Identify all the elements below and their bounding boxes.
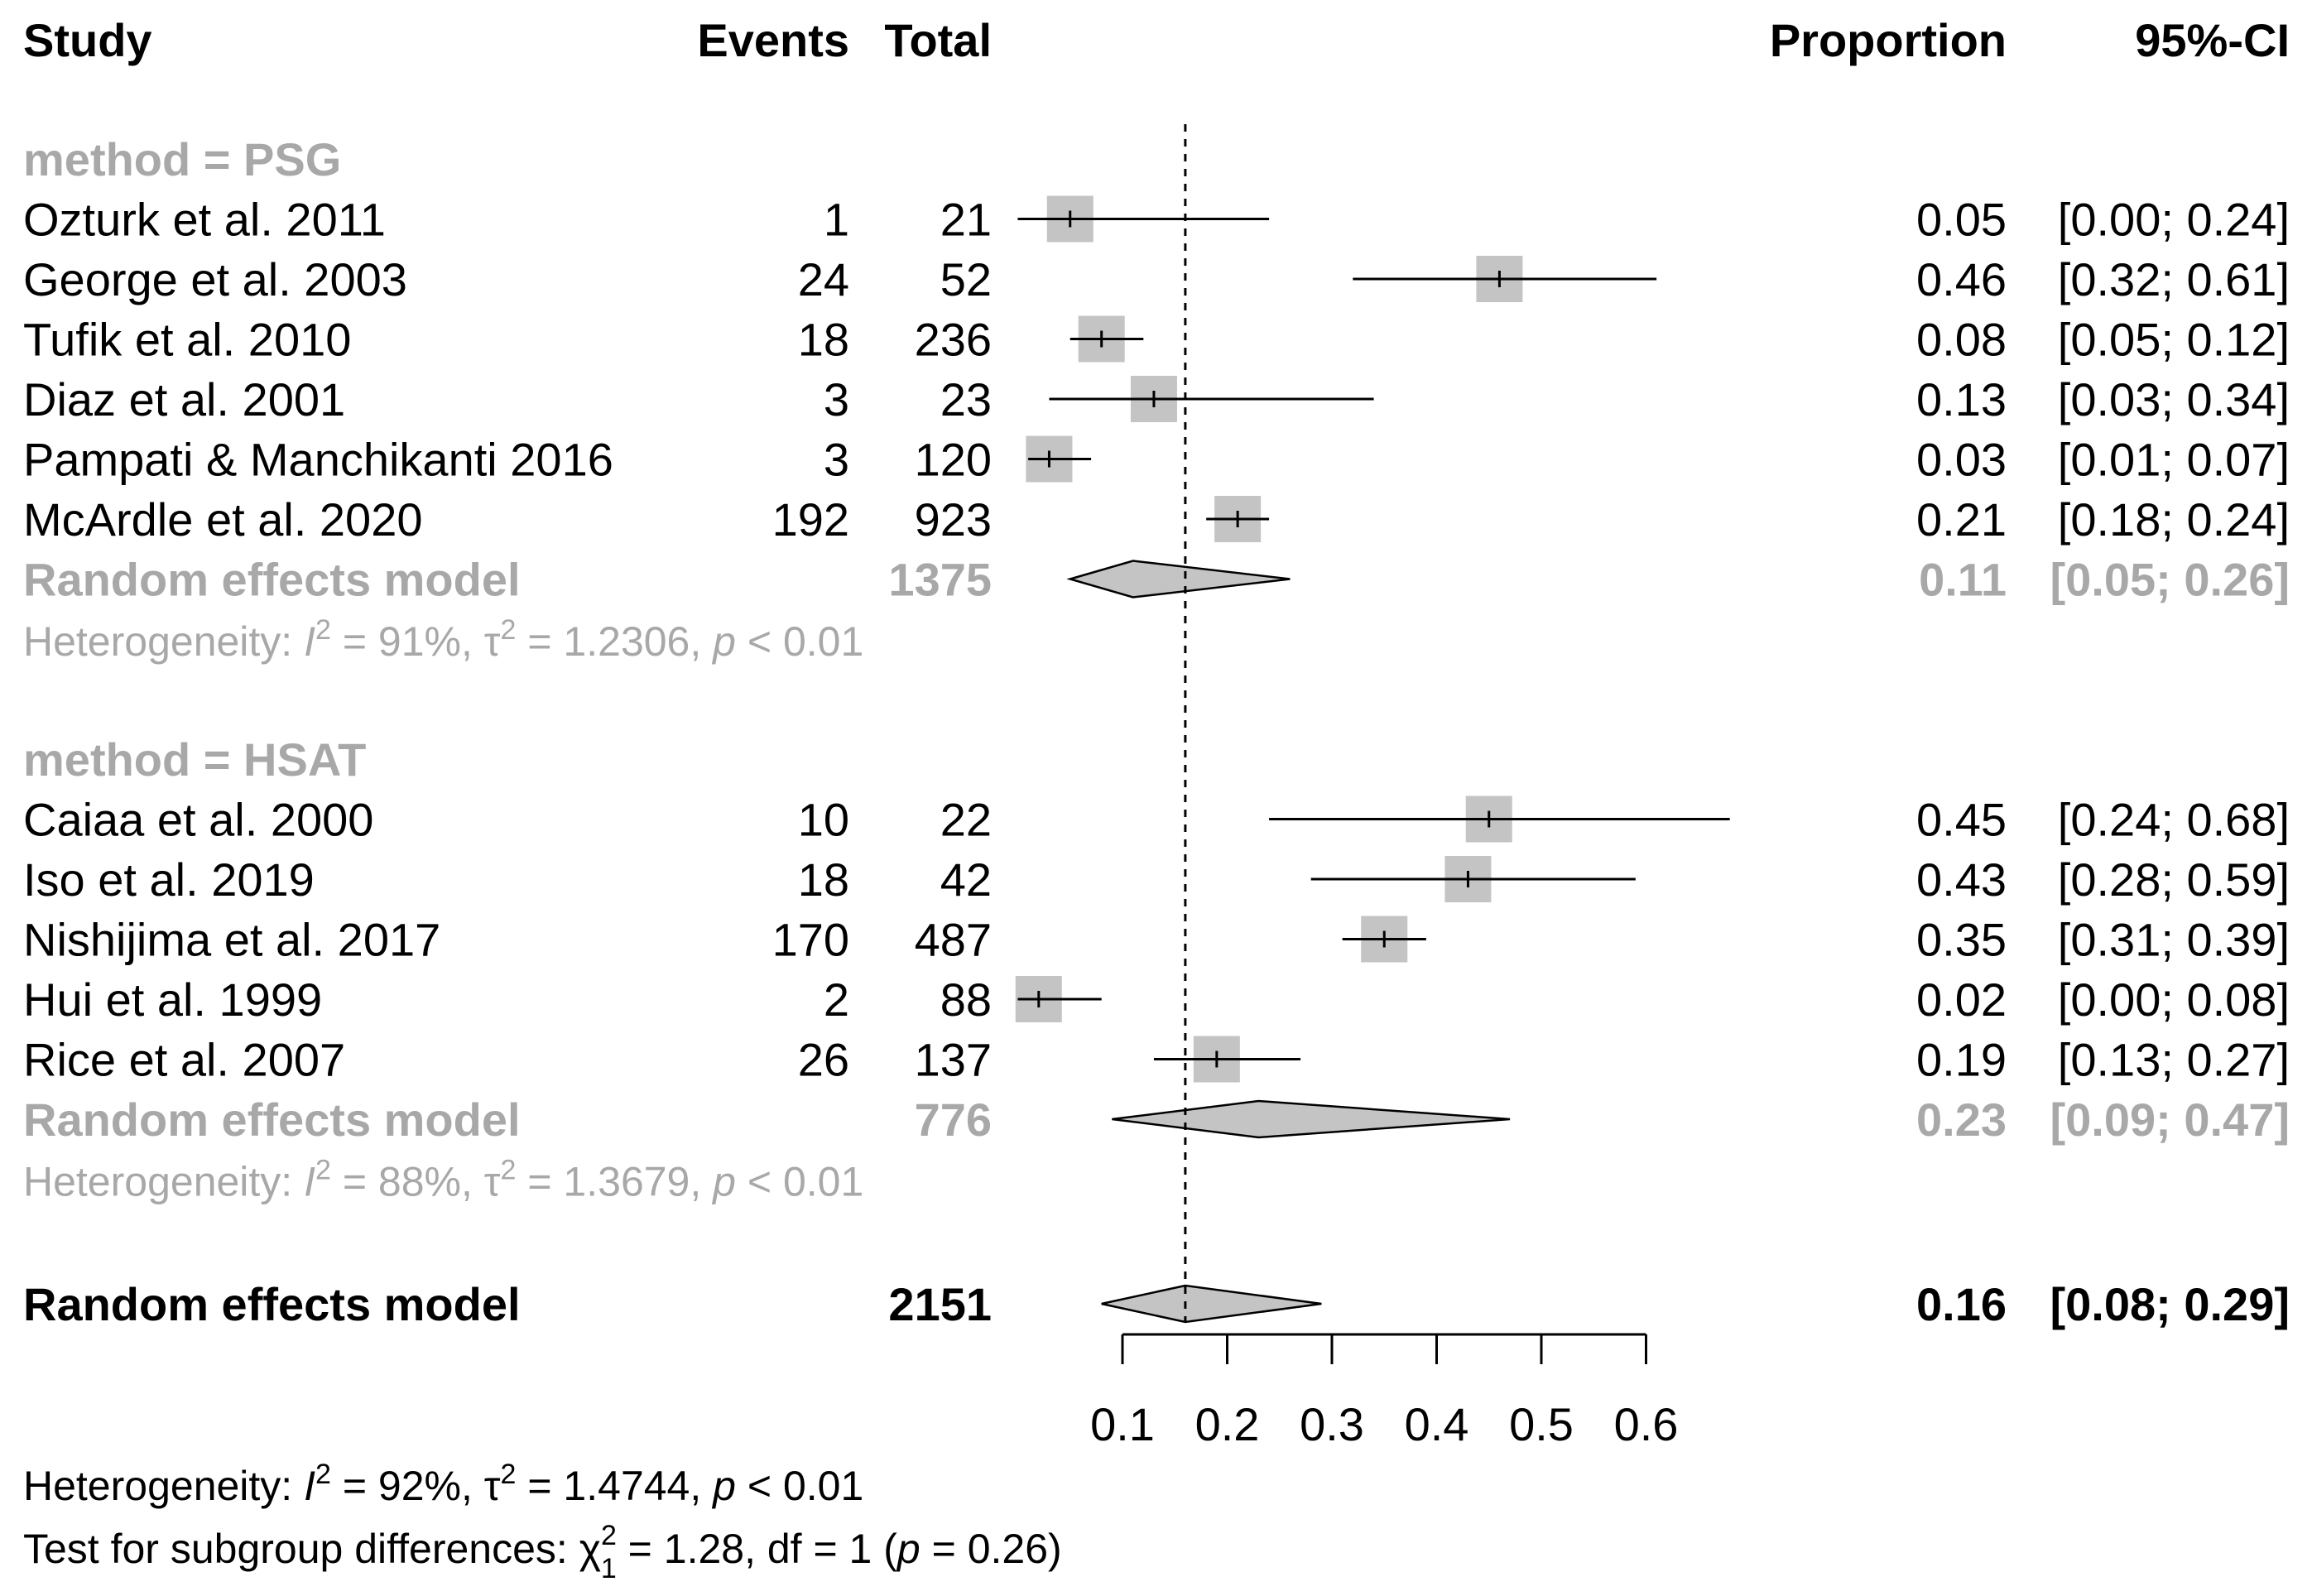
study-1-3-ci: [0.00; 0.08]	[2058, 973, 2290, 1026]
study-1-3-proportion: 0.02	[1916, 973, 2007, 1026]
group-1-heterogeneity: Heterogeneity: I2 = 88%, τ2 = 1.3679, p …	[23, 1155, 863, 1205]
study-1-4-proportion: 0.19	[1916, 1034, 2007, 1086]
study-0-2-total: 236	[915, 314, 992, 366]
overall-model-label: Random effects model	[23, 1278, 521, 1330]
plot-marks: 0.1 0.2 0.3 0.4 0.5 0.6	[1015, 124, 1730, 1450]
study-0-2-ci: [0.05; 0.12]	[2058, 314, 2290, 366]
study-1-1-events: 18	[798, 853, 849, 906]
header-total: Total	[884, 14, 992, 66]
study-1-2-events: 170	[772, 914, 849, 966]
study-1-0-name: Caiaa et al. 2000	[23, 794, 373, 846]
header-events: Events	[697, 14, 849, 66]
study-0-4-total: 120	[915, 434, 992, 486]
group-0-model-label: Random effects model	[23, 554, 521, 606]
x-tick-label-0: 0.1	[1090, 1398, 1155, 1450]
study-0-1-events: 24	[798, 253, 849, 305]
x-tick-label-5: 0.6	[1614, 1398, 1679, 1450]
study-0-0-ci: [0.00; 0.24]	[2058, 194, 2290, 246]
x-tick-label-1: 0.2	[1195, 1398, 1260, 1450]
study-0-5-name: McArdle et al. 2020	[23, 493, 422, 546]
study-0-0-events: 1	[824, 194, 849, 246]
group-0-model-diamond	[1066, 560, 1291, 598]
group-0-heterogeneity: Heterogeneity: I2 = 91%, τ2 = 1.2306, p …	[23, 614, 863, 665]
group-1-model-proportion: 0.23	[1916, 1094, 2007, 1146]
study-1-2-total: 487	[915, 914, 992, 966]
study-0-5-proportion: 0.21	[1916, 493, 2007, 546]
study-0-0-proportion: 0.05	[1916, 194, 2007, 246]
group-1-model-diamond	[1112, 1099, 1511, 1139]
study-0-1-total: 52	[940, 253, 992, 305]
study-1-0-ci: [0.24; 0.68]	[2058, 794, 2290, 846]
study-0-4-ci: [0.01; 0.07]	[2058, 434, 2290, 486]
group-label-0: method = PSG	[23, 133, 341, 185]
study-1-1-name: Iso et al. 2019	[23, 853, 315, 906]
overall-model-proportion: 0.16	[1916, 1278, 2007, 1330]
study-0-5-events: 192	[772, 493, 849, 546]
study-0-1-ci: [0.32; 0.61]	[2058, 253, 2290, 305]
study-1-1-total: 42	[940, 853, 992, 906]
study-1-1-proportion: 0.43	[1916, 853, 2007, 906]
overall-model-ci: [0.08; 0.29]	[2050, 1278, 2290, 1330]
study-1-2-proportion: 0.35	[1916, 914, 2007, 966]
group-0-model-proportion: 0.11	[1919, 554, 2007, 606]
study-0-1-proportion: 0.46	[1916, 253, 2007, 305]
header-ci: 95%-CI	[2135, 14, 2290, 66]
study-1-2-name: Nishijima et al. 2017	[23, 914, 440, 966]
study-0-2-name: Tufik et al. 2010	[23, 314, 351, 366]
x-tick-label-2: 0.3	[1300, 1398, 1364, 1450]
study-1-1-ci: [0.28; 0.59]	[2058, 853, 2290, 906]
study-1-4-name: Rice et al. 2007	[23, 1034, 345, 1086]
group-1-model-label: Random effects model	[23, 1094, 521, 1146]
subgroup-test: Test for subgroup differences: χ2 1 = 1.2…	[23, 1520, 1062, 1584]
study-0-5-total: 923	[915, 493, 992, 546]
study-0-3-proportion: 0.13	[1916, 373, 2007, 425]
study-1-0-proportion: 0.45	[1916, 794, 2007, 846]
study-0-4-name: Pampati & Manchikanti 2016	[23, 434, 613, 486]
x-tick-label-3: 0.4	[1405, 1398, 1469, 1450]
study-0-3-events: 3	[824, 373, 849, 425]
group-0-model-total: 1375	[888, 554, 992, 606]
study-0-5-ci: [0.18; 0.24]	[2058, 493, 2290, 546]
study-1-4-total: 137	[915, 1034, 992, 1086]
study-0-0-name: Ozturk et al. 2011	[23, 194, 386, 246]
study-1-4-ci: [0.13; 0.27]	[2058, 1034, 2290, 1086]
group-0-model-ci: [0.05; 0.26]	[2050, 554, 2290, 606]
study-0-3-total: 23	[940, 373, 992, 425]
study-1-0-events: 10	[798, 794, 849, 846]
study-1-3-name: Hui et al. 1999	[23, 973, 322, 1026]
overall-model-diamond	[1101, 1284, 1322, 1324]
study-1-3-events: 2	[824, 973, 849, 1026]
study-1-3-total: 88	[940, 973, 992, 1026]
column-headers: Study Events Total Proportion 95%-CI	[23, 14, 2290, 66]
group-1-model-total: 776	[915, 1094, 992, 1146]
study-0-0-total: 21	[940, 194, 992, 246]
x-tick-label-4: 0.5	[1509, 1398, 1574, 1450]
study-1-4-events: 26	[798, 1034, 849, 1086]
study-1-0-total: 22	[940, 794, 992, 846]
plot-rows: method = PSG Ozturk et al. 2011 1 21 0.05 [0.…	[23, 133, 2290, 1584]
overall-model-total: 2151	[888, 1278, 992, 1330]
header-proportion: Proportion	[1770, 14, 2007, 66]
study-0-2-proportion: 0.08	[1916, 314, 2007, 366]
study-0-4-proportion: 0.03	[1916, 434, 2007, 486]
study-0-3-name: Diaz et al. 2001	[23, 373, 345, 425]
study-0-1-name: George et al. 2003	[23, 253, 407, 305]
group-label-1: method = HSAT	[23, 733, 366, 786]
study-0-3-ci: [0.03; 0.34]	[2058, 373, 2290, 425]
study-1-2-ci: [0.31; 0.39]	[2058, 914, 2290, 966]
overall-heterogeneity: Heterogeneity: I2 = 92%, τ2 = 1.4744, p …	[23, 1459, 863, 1509]
header-study: Study	[23, 14, 152, 66]
study-0-2-events: 18	[798, 314, 849, 366]
group-1-model-ci: [0.09; 0.47]	[2050, 1094, 2290, 1146]
study-0-4-events: 3	[824, 434, 849, 486]
